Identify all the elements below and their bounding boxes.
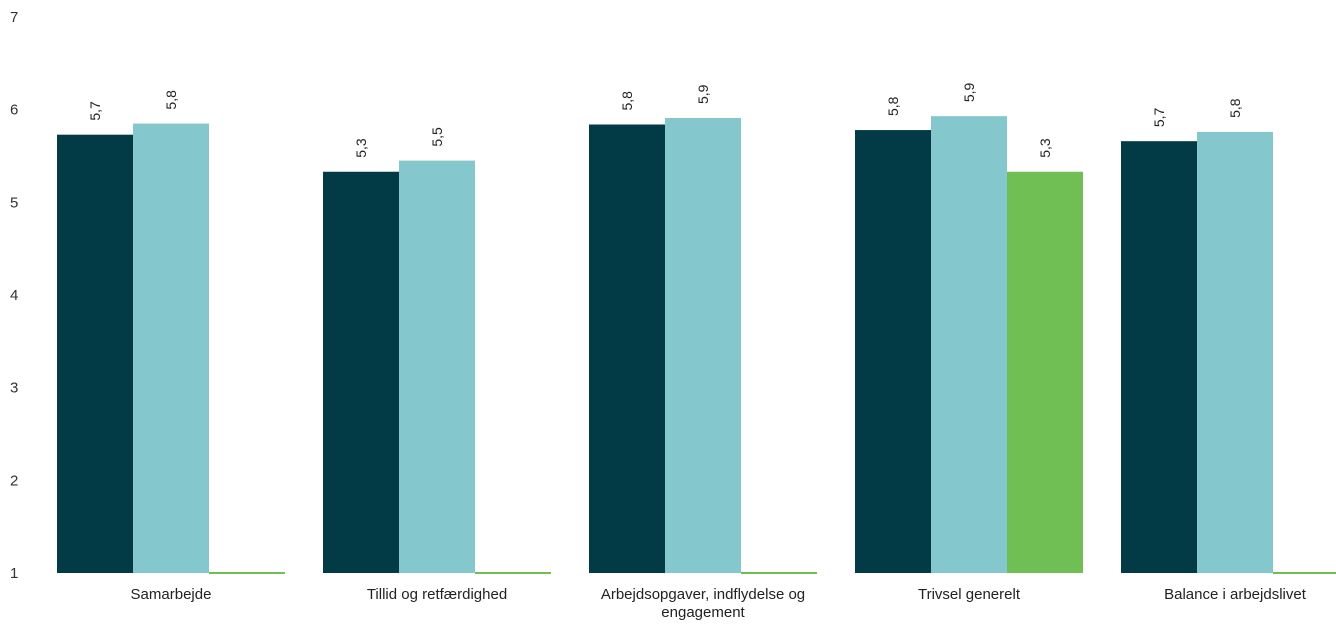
category-label: engagement: [661, 604, 745, 621]
data-label: 5,8: [163, 90, 179, 110]
bar: [133, 123, 209, 574]
bar: [57, 134, 133, 574]
data-label: 5,3: [353, 138, 369, 158]
category-label: Trivsel generelt: [918, 586, 1021, 603]
bar: [399, 160, 475, 573]
y-tick-label: 1: [10, 565, 18, 582]
data-label: 5,8: [885, 96, 901, 116]
data-label: 5,7: [1151, 107, 1167, 127]
y-tick-label: 6: [10, 102, 18, 119]
data-label: 5,5: [429, 127, 445, 147]
bar: [855, 130, 931, 573]
data-label: 5,8: [619, 91, 635, 111]
bar-empty-baseline: [209, 572, 285, 574]
category-label: Arbejdsopgaver, indflydelse og: [601, 586, 805, 603]
category-label: Balance i arbejdslivet: [1164, 586, 1307, 603]
bar: [1197, 131, 1273, 573]
bar: [1121, 141, 1197, 573]
category-label: Samarbejde: [131, 586, 212, 603]
bar: [665, 118, 741, 574]
y-tick-label: 3: [10, 380, 18, 397]
data-label: 5,8: [1227, 98, 1243, 118]
bar: [323, 171, 399, 573]
data-label: 5,7: [87, 101, 103, 121]
y-tick-label: 4: [10, 287, 18, 304]
y-tick-label: 7: [10, 9, 18, 26]
category-label: Tillid og retfærdighed: [367, 586, 507, 603]
data-label: 5,9: [695, 84, 711, 104]
bar: [589, 124, 665, 573]
data-label: 5,3: [1037, 138, 1053, 158]
y-tick-label: 2: [10, 472, 18, 489]
data-label: 5,9: [961, 82, 977, 102]
y-tick-label: 5: [10, 194, 18, 211]
bar-empty-baseline: [475, 572, 551, 574]
bar-empty-baseline: [741, 572, 817, 574]
bar: [1007, 171, 1083, 573]
bar-empty-baseline: [1273, 572, 1336, 574]
bar: [931, 116, 1007, 574]
